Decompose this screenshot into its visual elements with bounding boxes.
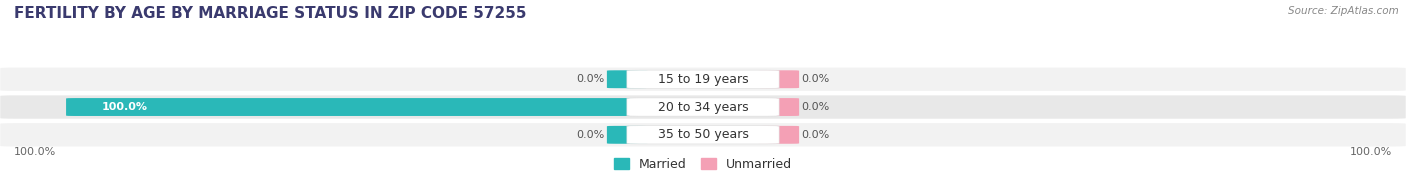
FancyBboxPatch shape [607, 126, 648, 144]
FancyBboxPatch shape [66, 98, 648, 116]
Text: 20 to 34 years: 20 to 34 years [658, 101, 748, 113]
Text: 0.0%: 0.0% [576, 130, 605, 140]
FancyBboxPatch shape [758, 98, 799, 116]
FancyBboxPatch shape [0, 123, 1406, 146]
FancyBboxPatch shape [627, 70, 779, 88]
Text: 0.0%: 0.0% [801, 74, 830, 84]
Text: 100.0%: 100.0% [14, 147, 56, 157]
FancyBboxPatch shape [627, 126, 779, 144]
FancyBboxPatch shape [0, 95, 1406, 119]
Text: FERTILITY BY AGE BY MARRIAGE STATUS IN ZIP CODE 57255: FERTILITY BY AGE BY MARRIAGE STATUS IN Z… [14, 6, 527, 21]
Text: 0.0%: 0.0% [576, 74, 605, 84]
Text: 100.0%: 100.0% [1350, 147, 1392, 157]
FancyBboxPatch shape [607, 70, 648, 88]
Text: 0.0%: 0.0% [801, 102, 830, 112]
FancyBboxPatch shape [758, 126, 799, 144]
FancyBboxPatch shape [627, 98, 779, 116]
Text: 0.0%: 0.0% [801, 130, 830, 140]
FancyBboxPatch shape [758, 70, 799, 88]
Text: 100.0%: 100.0% [101, 102, 148, 112]
Text: 35 to 50 years: 35 to 50 years [658, 128, 748, 141]
Text: 15 to 19 years: 15 to 19 years [658, 73, 748, 86]
Legend: Married, Unmarried: Married, Unmarried [613, 158, 793, 171]
Text: Source: ZipAtlas.com: Source: ZipAtlas.com [1288, 6, 1399, 16]
FancyBboxPatch shape [0, 68, 1406, 91]
